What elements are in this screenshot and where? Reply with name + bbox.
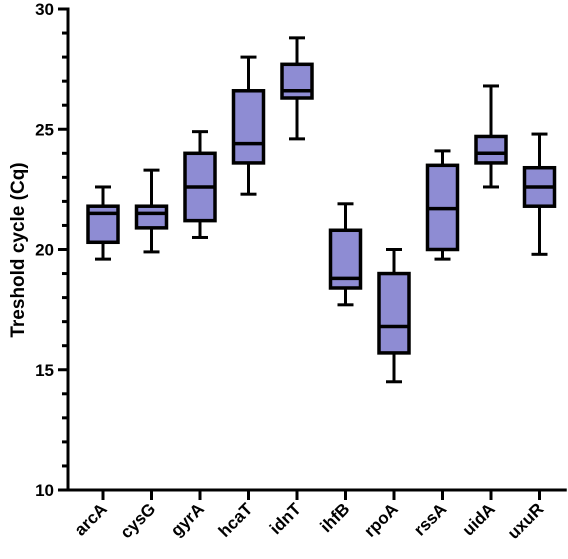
x-tick-label: arcA	[71, 499, 111, 539]
y-axis: 10 15 20 25 30	[35, 0, 70, 500]
box-idnT	[280, 36, 314, 141]
x-tick-label: cysG	[116, 499, 159, 542]
iqr-box	[231, 89, 266, 165]
x-tick-label: rpoA	[360, 499, 401, 540]
y-tick-label: 15	[35, 361, 54, 380]
box-uxuR	[522, 132, 557, 256]
y-tick-label: 10	[35, 481, 54, 500]
box-uidA	[474, 84, 508, 189]
box-rssA	[425, 149, 460, 261]
box-hcaT	[231, 55, 266, 196]
y-tick-label: 20	[35, 241, 54, 260]
y-tick-label: 25	[35, 120, 54, 139]
y-axis-title: Treshold cycle (Cq)	[8, 162, 29, 337]
box-gyrA	[183, 130, 217, 239]
iqr-box	[134, 204, 169, 230]
x-tick-label: hcaT	[215, 499, 257, 541]
y-tick-label: 30	[35, 0, 54, 19]
box-rpoA	[377, 248, 411, 384]
box-ihfB	[328, 202, 363, 307]
x-tick-label: uxuR	[504, 499, 547, 542]
x-tick-label: uidA	[459, 499, 499, 539]
x-tick-label: idnT	[266, 499, 305, 538]
iqr-box	[86, 204, 120, 245]
box-cysG	[134, 168, 169, 254]
x-tick-label: rssA	[410, 499, 450, 539]
box-series	[86, 36, 557, 384]
box-arcA	[86, 185, 120, 261]
x-axis: arcA cysG gyrA hcaT idnT ihfB rpoA rssA uidA uxuR	[66, 488, 567, 543]
x-tick-label: gyrA	[167, 499, 208, 540]
x-tick-label: ihfB	[317, 499, 354, 536]
iqr-box	[280, 62, 314, 100]
iqr-box	[377, 271, 411, 355]
iqr-box	[474, 134, 508, 165]
